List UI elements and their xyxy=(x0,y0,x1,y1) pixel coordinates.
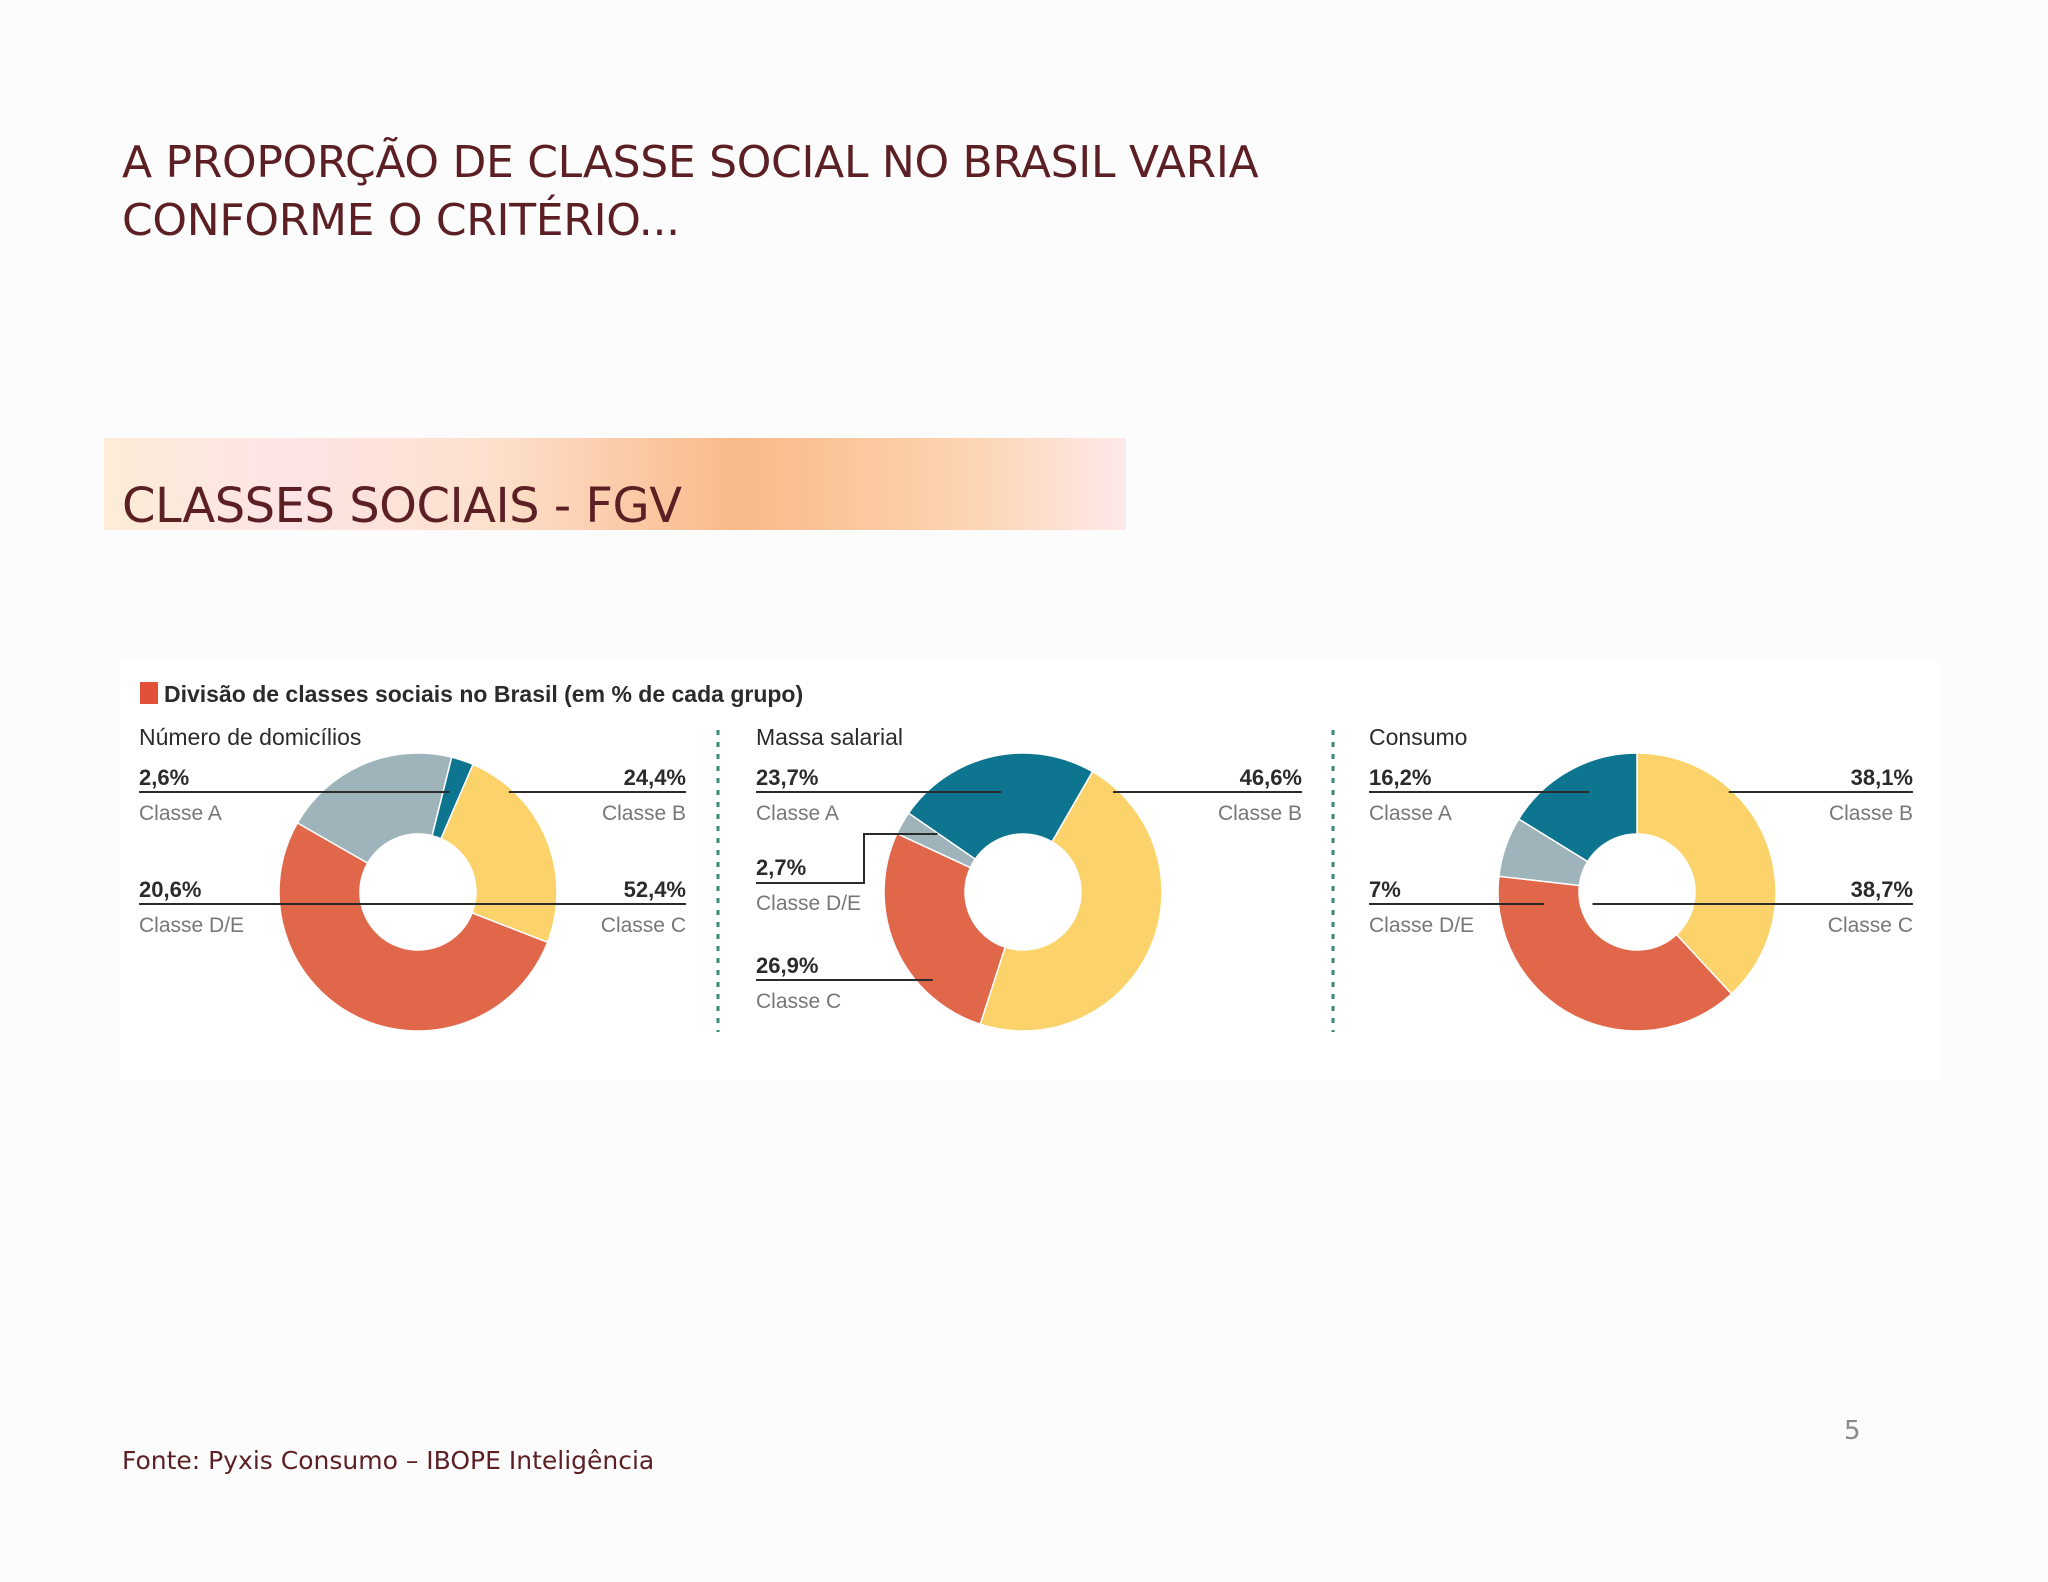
slice-value-label: 20,6% xyxy=(139,877,201,902)
slice-category-label: Classe A xyxy=(1369,802,1452,825)
section-title: CLASSES SOCIAIS - FGV xyxy=(122,478,682,534)
slice-category-label: Classe C xyxy=(756,990,841,1013)
slice-value-label: 46,6% xyxy=(1240,765,1302,790)
donut-slice xyxy=(296,752,453,865)
slice-value-label: 16,2% xyxy=(1369,765,1431,790)
slice-value-label: 38,1% xyxy=(1851,765,1913,790)
slice-value-label: 26,9% xyxy=(756,953,818,978)
slice-category-label: Classe D/E xyxy=(1369,914,1474,937)
slice-value-label: 23,7% xyxy=(756,765,818,790)
donut-slice xyxy=(440,763,558,944)
donut-slice xyxy=(883,832,1007,1026)
slice-value-label: 2,6% xyxy=(139,765,189,790)
slice-category-label: Classe C xyxy=(1828,914,1913,937)
slice-value-label: 24,4% xyxy=(624,765,686,790)
source-note: Fonte: Pyxis Consumo – IBOPE Inteligênci… xyxy=(122,1446,655,1475)
donut-slice xyxy=(1636,752,1777,995)
chart-title: Divisão de classes sociais no Brasil (em… xyxy=(164,681,803,707)
slice-value-label: 2,7% xyxy=(756,855,806,880)
donut-slice xyxy=(1497,875,1733,1032)
slice-value-label: 7% xyxy=(1369,877,1401,902)
slide-title: A PROPORÇÃO DE CLASSE SOCIAL NO BRASIL V… xyxy=(122,134,1422,250)
slice-value-label: 52,4% xyxy=(624,877,686,902)
donut-slice xyxy=(278,821,549,1032)
title-marker xyxy=(140,682,158,704)
chart-subtitle: Consumo xyxy=(1369,724,1467,750)
slice-category-label: Classe B xyxy=(1829,802,1913,825)
slice-category-label: Classe B xyxy=(1218,802,1302,825)
slide-title-line-1: A PROPORÇÃO DE CLASSE SOCIAL NO BRASIL V… xyxy=(122,137,1259,188)
chart-area: Divisão de classes sociais no Brasil (em… xyxy=(120,660,1940,1080)
slide-title-line-2: CONFORME O CRITÉRIO... xyxy=(122,195,680,246)
slice-category-label: Classe A xyxy=(139,802,222,825)
slice-category-label: Classe D/E xyxy=(756,892,861,915)
slice-category-label: Classe D/E xyxy=(139,914,244,937)
donut-charts: Divisão de classes sociais no Brasil (em… xyxy=(139,681,1913,1032)
donut-slice xyxy=(1517,752,1638,863)
donut-slice xyxy=(979,770,1163,1032)
slice-value-label: 38,7% xyxy=(1851,877,1913,902)
section-banner xyxy=(104,438,1126,530)
slice-category-label: Classe A xyxy=(756,802,839,825)
slice-category-label: Classe B xyxy=(602,802,686,825)
slice-category-label: Classe C xyxy=(601,914,686,937)
leader-line xyxy=(756,833,938,884)
donut-slice xyxy=(907,752,1094,861)
page-number: 5 xyxy=(1844,1416,1861,1446)
chart-subtitle: Número de domicílios xyxy=(139,724,361,750)
chart-subtitle: Massa salarial xyxy=(756,724,903,750)
